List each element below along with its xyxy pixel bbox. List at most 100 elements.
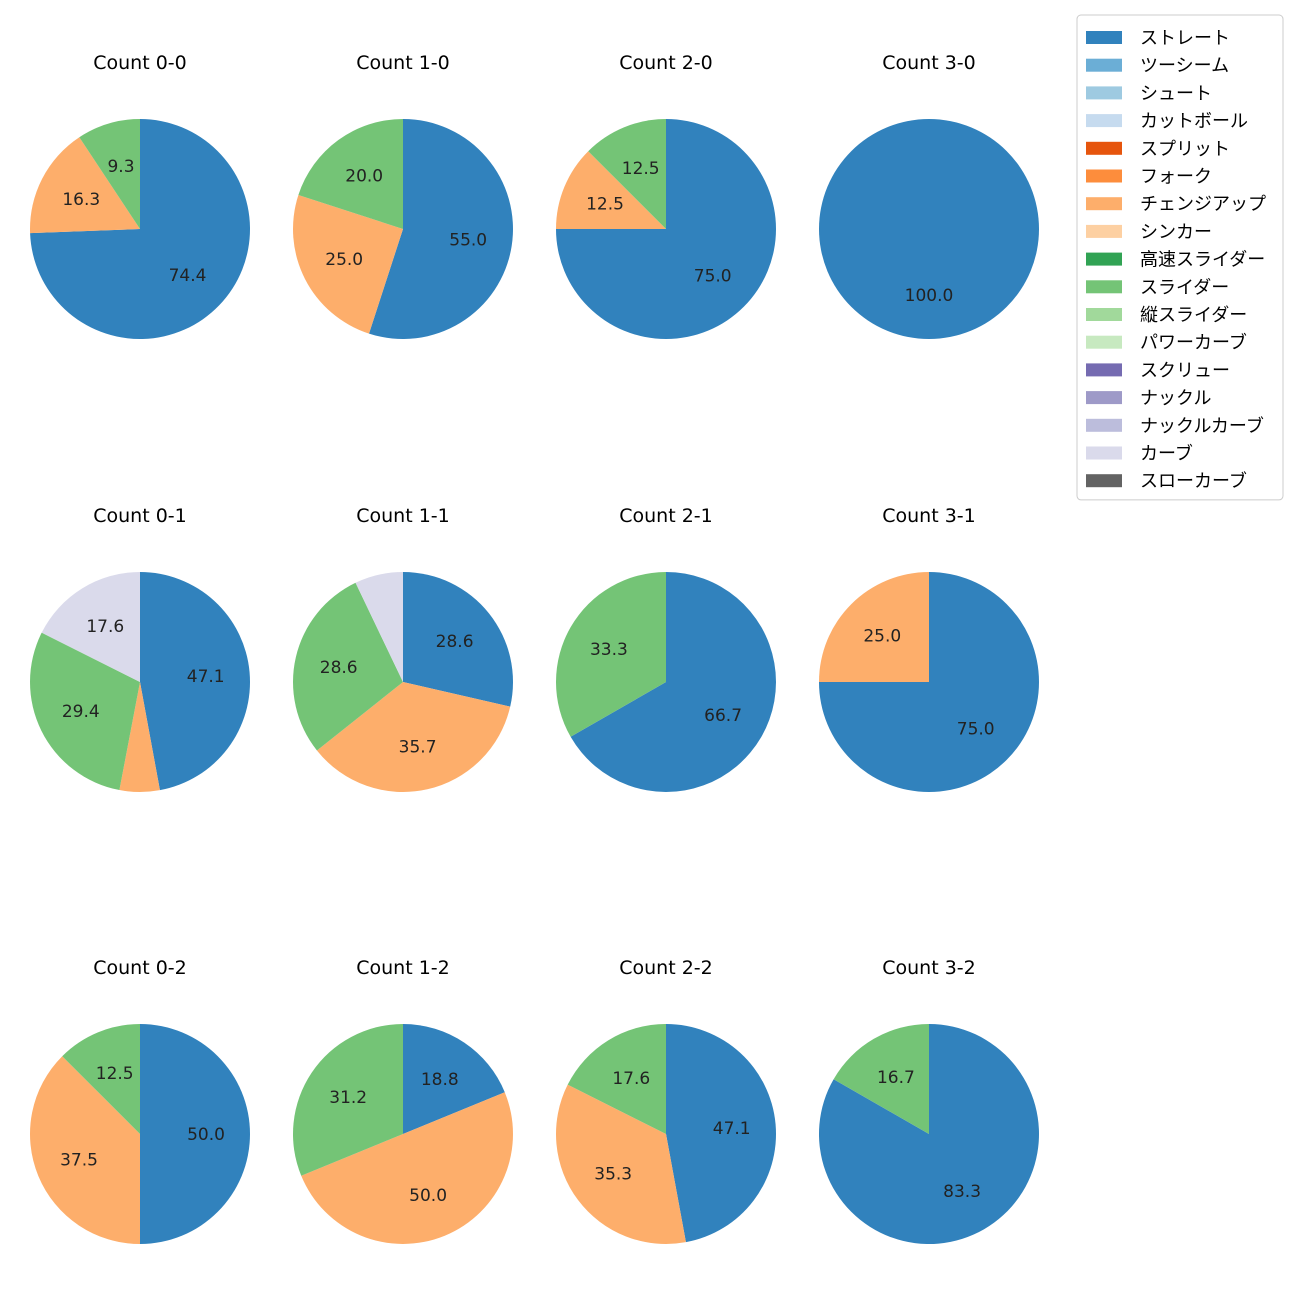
pie-slice-label: 25.0 [863,626,901,646]
pie-slice [570,572,776,792]
pie-slice-label: 29.4 [62,702,100,722]
pie-slice [30,137,140,234]
pie-title: Count 0-1 [93,505,187,527]
legend-swatch [1086,335,1122,349]
pie-chart: Count 2-2 47.1 35.3 17.6 [556,957,777,1244]
legend-label: カットボール [1140,111,1248,132]
pie-slice [62,1024,140,1134]
pie-slice-label: 17.6 [612,1069,650,1089]
pie-slice [30,119,251,339]
pie-chart: Count 3-2 83.3 16.7 [818,957,1039,1245]
pie-slice [355,572,403,682]
pie-chart: Count 3-1 75.0 25.0 [819,505,1039,792]
pie-chart: Count 3-0 100.0 [819,52,1039,339]
legend-swatch [1086,169,1122,183]
pie-slice-label: 16.3 [62,190,100,210]
legend-swatch [1086,446,1122,460]
pie-chart: Count 1-2 18.8 50.0 31.2 [292,957,513,1244]
pie-slice [119,682,160,792]
legend-label: ナックルカーブ [1140,415,1264,437]
pie-slice-label: 50.0 [409,1186,447,1206]
legend-label: カーブ [1140,443,1193,465]
pie-slice [567,1024,666,1134]
pie-chart: Count 0-1 47.1 29.4 17.6 [30,505,251,792]
legend-swatch [1086,474,1122,488]
pie-title: Count 0-0 [93,52,187,74]
pie-slice [316,682,511,793]
pie-slice [140,571,251,791]
pie-title: Count 1-0 [356,52,450,74]
pie-slice-label: 35.3 [594,1165,632,1185]
legend-label: チェンジアップ [1140,194,1266,215]
pie-slice-label: 50.0 [187,1125,225,1145]
legend-label: ツーシーム [1140,56,1229,77]
pie-slice [819,119,1039,339]
pie-chart: Count 0-0 74.4 16.3 9.3 [30,52,251,339]
pie-slice-label: 12.5 [586,195,624,215]
pie-title: Count 2-1 [619,505,713,527]
legend-label: スローカーブ [1140,470,1247,492]
legend-label: スクリュー [1140,360,1230,381]
pie-slice-label: 9.3 [107,157,134,177]
pie-slice-label: 55.0 [449,230,487,250]
pie-title: Count 1-2 [356,957,450,979]
pie-slice [30,1056,140,1244]
legend-swatch [1086,58,1122,72]
legend-swatch [1086,197,1122,211]
pie-title: Count 0-2 [93,957,187,979]
pie-title: Count 1-1 [356,505,450,527]
pie-title: Count 3-1 [882,505,976,527]
pie-slice-label: 20.0 [345,167,383,187]
legend-label: ナックル [1140,388,1211,409]
legend-label: 縦スライダー [1140,305,1247,326]
legend-frame [1076,14,1284,501]
legend-label: スプリット [1140,139,1230,160]
legend: ストレートツーシームシュートカットボールスプリットフォークチェンジアップシンカー… [1076,14,1284,501]
pie-slice [818,1024,1039,1245]
pie-chart: Count 0-2 50.0 37.5 12.5 [30,957,250,1244]
pie-slice-label: 25.0 [325,250,363,270]
legend-swatch [1086,418,1122,432]
pie-slice-label: 75.0 [957,720,995,740]
legend-swatch [1086,308,1122,321]
pie-slice [369,119,513,339]
pie-chart: Count 2-1 66.7 33.3 [555,505,776,792]
legend-swatch [1086,252,1122,266]
pie-slice-label: 33.3 [590,640,628,660]
pie-slice-label: 12.5 [622,159,660,179]
pie-slice-label: 66.7 [704,706,742,726]
pie-slice [403,572,514,707]
pie-slice [293,582,403,751]
pie-slice [298,119,403,229]
pie-slice-label: 28.6 [436,632,474,652]
pie-slice-label: 74.4 [169,266,207,286]
legend-label: フォーク [1140,167,1212,188]
pie-slice [403,1023,505,1134]
pie-slice-label: 100.0 [905,286,954,306]
pie-slice [140,1024,250,1244]
pie-chart: Count 2-0 75.0 12.5 12.5 [556,52,776,339]
legend-label: 高速スライダー [1140,250,1265,271]
pie-slice-label: 28.6 [320,658,358,678]
pie-slice-label: 75.0 [694,267,732,287]
legend-label: ストレート [1140,28,1230,49]
pie-chart: Count 1-0 55.0 25.0 20.0 [292,52,513,339]
pie-slice [588,119,666,229]
pie-title: Count 2-2 [619,957,713,979]
pie-slice [666,1024,777,1243]
pie-slice [301,1092,513,1244]
pie-chart: Count 1-1 28.6 35.7 28.6 [293,505,514,793]
legend-label: パワーカーブ [1140,332,1247,354]
pie-slice-label: 47.1 [713,1119,751,1139]
pie-slice [556,1084,686,1244]
legend-label: シンカー [1140,222,1212,243]
legend-swatch [1086,114,1122,128]
pie-slice [556,151,666,229]
pie-slice [292,1024,403,1176]
pie-slice [30,632,141,791]
pie-slice [833,1024,929,1134]
pie-slice-label: 17.6 [86,617,124,637]
pie-title: Count 2-0 [619,52,713,74]
